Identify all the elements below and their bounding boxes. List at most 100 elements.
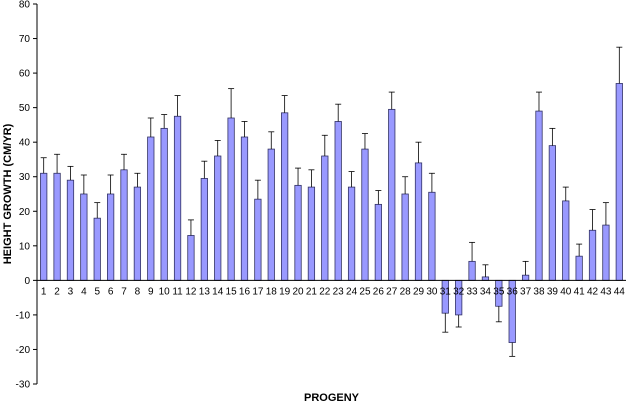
x-tick-label: 23: [333, 286, 345, 297]
x-axis-tick-labels: 1 2 3 4 5 6 7 8 9 10 11 12 13 14 15 16 17 18 19 20 21 22 23 24 2…: [41, 286, 625, 297]
y-tick-label: -10: [16, 310, 31, 321]
bar: [588, 229, 597, 281]
bar: [267, 148, 275, 281]
bar: [147, 136, 155, 281]
x-axis-title: PROGENY: [304, 392, 360, 404]
bar: [535, 110, 543, 281]
x-tick-label: 11: [172, 286, 183, 297]
y-tick-label: 50: [19, 103, 31, 114]
bar: [227, 117, 235, 281]
x-tick-label: 17: [252, 286, 264, 297]
x-tick-label: 10: [159, 286, 171, 297]
y-tick-label: 70: [19, 34, 31, 45]
x-tick-label: 7: [121, 286, 127, 297]
x-tick-label: 44: [614, 286, 626, 297]
x-tick-label: 41: [574, 286, 586, 297]
bar: [428, 191, 436, 281]
x-tick-label: 3: [68, 286, 74, 297]
x-tick-label: 30: [426, 286, 438, 297]
bars: [40, 83, 623, 343]
x-tick-label: 25: [359, 286, 371, 297]
bar: [133, 186, 142, 281]
bar: [80, 193, 88, 281]
x-tick-label: 32: [453, 286, 465, 297]
bar: [307, 186, 316, 281]
y-tick-label: 30: [19, 172, 31, 183]
bar: [173, 115, 182, 281]
bar: [187, 235, 195, 281]
x-tick-label: 36: [507, 286, 519, 297]
bar: [468, 260, 476, 281]
x-tick-label: 43: [600, 286, 612, 297]
x-tick-label: 29: [413, 286, 425, 297]
x-tick-label: 42: [587, 286, 599, 297]
x-tick-label: 20: [292, 286, 304, 297]
bar: [334, 121, 342, 281]
bar: [240, 136, 249, 281]
bar: [575, 255, 583, 281]
x-tick-label: 39: [547, 286, 559, 297]
x-tick-label: 24: [346, 286, 358, 297]
y-tick-label: 40: [19, 138, 31, 149]
bar: [414, 162, 423, 281]
y-tick-label: -30: [16, 380, 31, 391]
x-tick-label: 1: [41, 286, 47, 297]
bar: [214, 155, 222, 281]
x-tick-label: 5: [94, 286, 100, 297]
x-tick-label: 34: [480, 286, 492, 297]
y-tick-label: 20: [19, 207, 31, 218]
x-tick-label: 38: [533, 286, 545, 297]
error-bars: [40, 46, 623, 357]
x-tick-label: 9: [148, 286, 154, 297]
bar: [615, 83, 623, 281]
bar: [53, 172, 61, 281]
bar: [93, 217, 101, 281]
x-tick-label: 15: [226, 286, 238, 297]
bar: [347, 186, 356, 281]
x-tick-label: 12: [185, 286, 197, 297]
x-tick-label: 27: [386, 286, 398, 297]
bar: [66, 179, 75, 281]
bar: [254, 198, 262, 281]
x-tick-label: 18: [266, 286, 278, 297]
y-tick-label: 10: [19, 241, 31, 252]
x-tick-label: 16: [239, 286, 251, 297]
bar: [562, 200, 570, 281]
x-tick-label: 8: [135, 286, 141, 297]
bar: [281, 112, 289, 281]
bar: [401, 193, 409, 281]
x-tick-label: 33: [466, 286, 478, 297]
y-tick-label: 80: [19, 0, 31, 11]
bar: [294, 184, 302, 281]
x-tick-label: 26: [373, 286, 385, 297]
bar: [160, 127, 168, 281]
bar: [521, 274, 530, 281]
bar: [321, 155, 329, 281]
y-tick-label: -20: [16, 345, 31, 356]
bar: [120, 169, 128, 281]
x-tick-label: 21: [306, 286, 318, 297]
bar: [548, 145, 556, 281]
bar: [602, 224, 610, 281]
bar: [374, 203, 382, 281]
x-tick-label: 14: [212, 286, 224, 297]
y-axis-ticks: -30 -20 -10 0 10 20 30 40 50 60 70 80: [16, 0, 37, 391]
x-tick-label: 37: [520, 286, 532, 297]
x-tick-label: 35: [493, 286, 505, 297]
bar: [107, 193, 115, 281]
y-axis-title: HEIGHT GROWTH (CM/YR): [2, 123, 14, 264]
bar: [388, 108, 396, 281]
x-tick-label: 13: [199, 286, 211, 297]
x-tick-label: 31: [440, 286, 452, 297]
x-tick-label: 40: [560, 286, 572, 297]
x-tick-label: 4: [81, 286, 87, 297]
x-tick-label: 28: [400, 286, 412, 297]
x-tick-label: 6: [108, 286, 114, 297]
bar: [40, 172, 48, 281]
bar: [481, 276, 490, 281]
x-tick-label: 2: [54, 286, 60, 297]
bar: [200, 178, 208, 281]
x-tick-label: 19: [279, 286, 291, 297]
bar: [361, 148, 369, 281]
